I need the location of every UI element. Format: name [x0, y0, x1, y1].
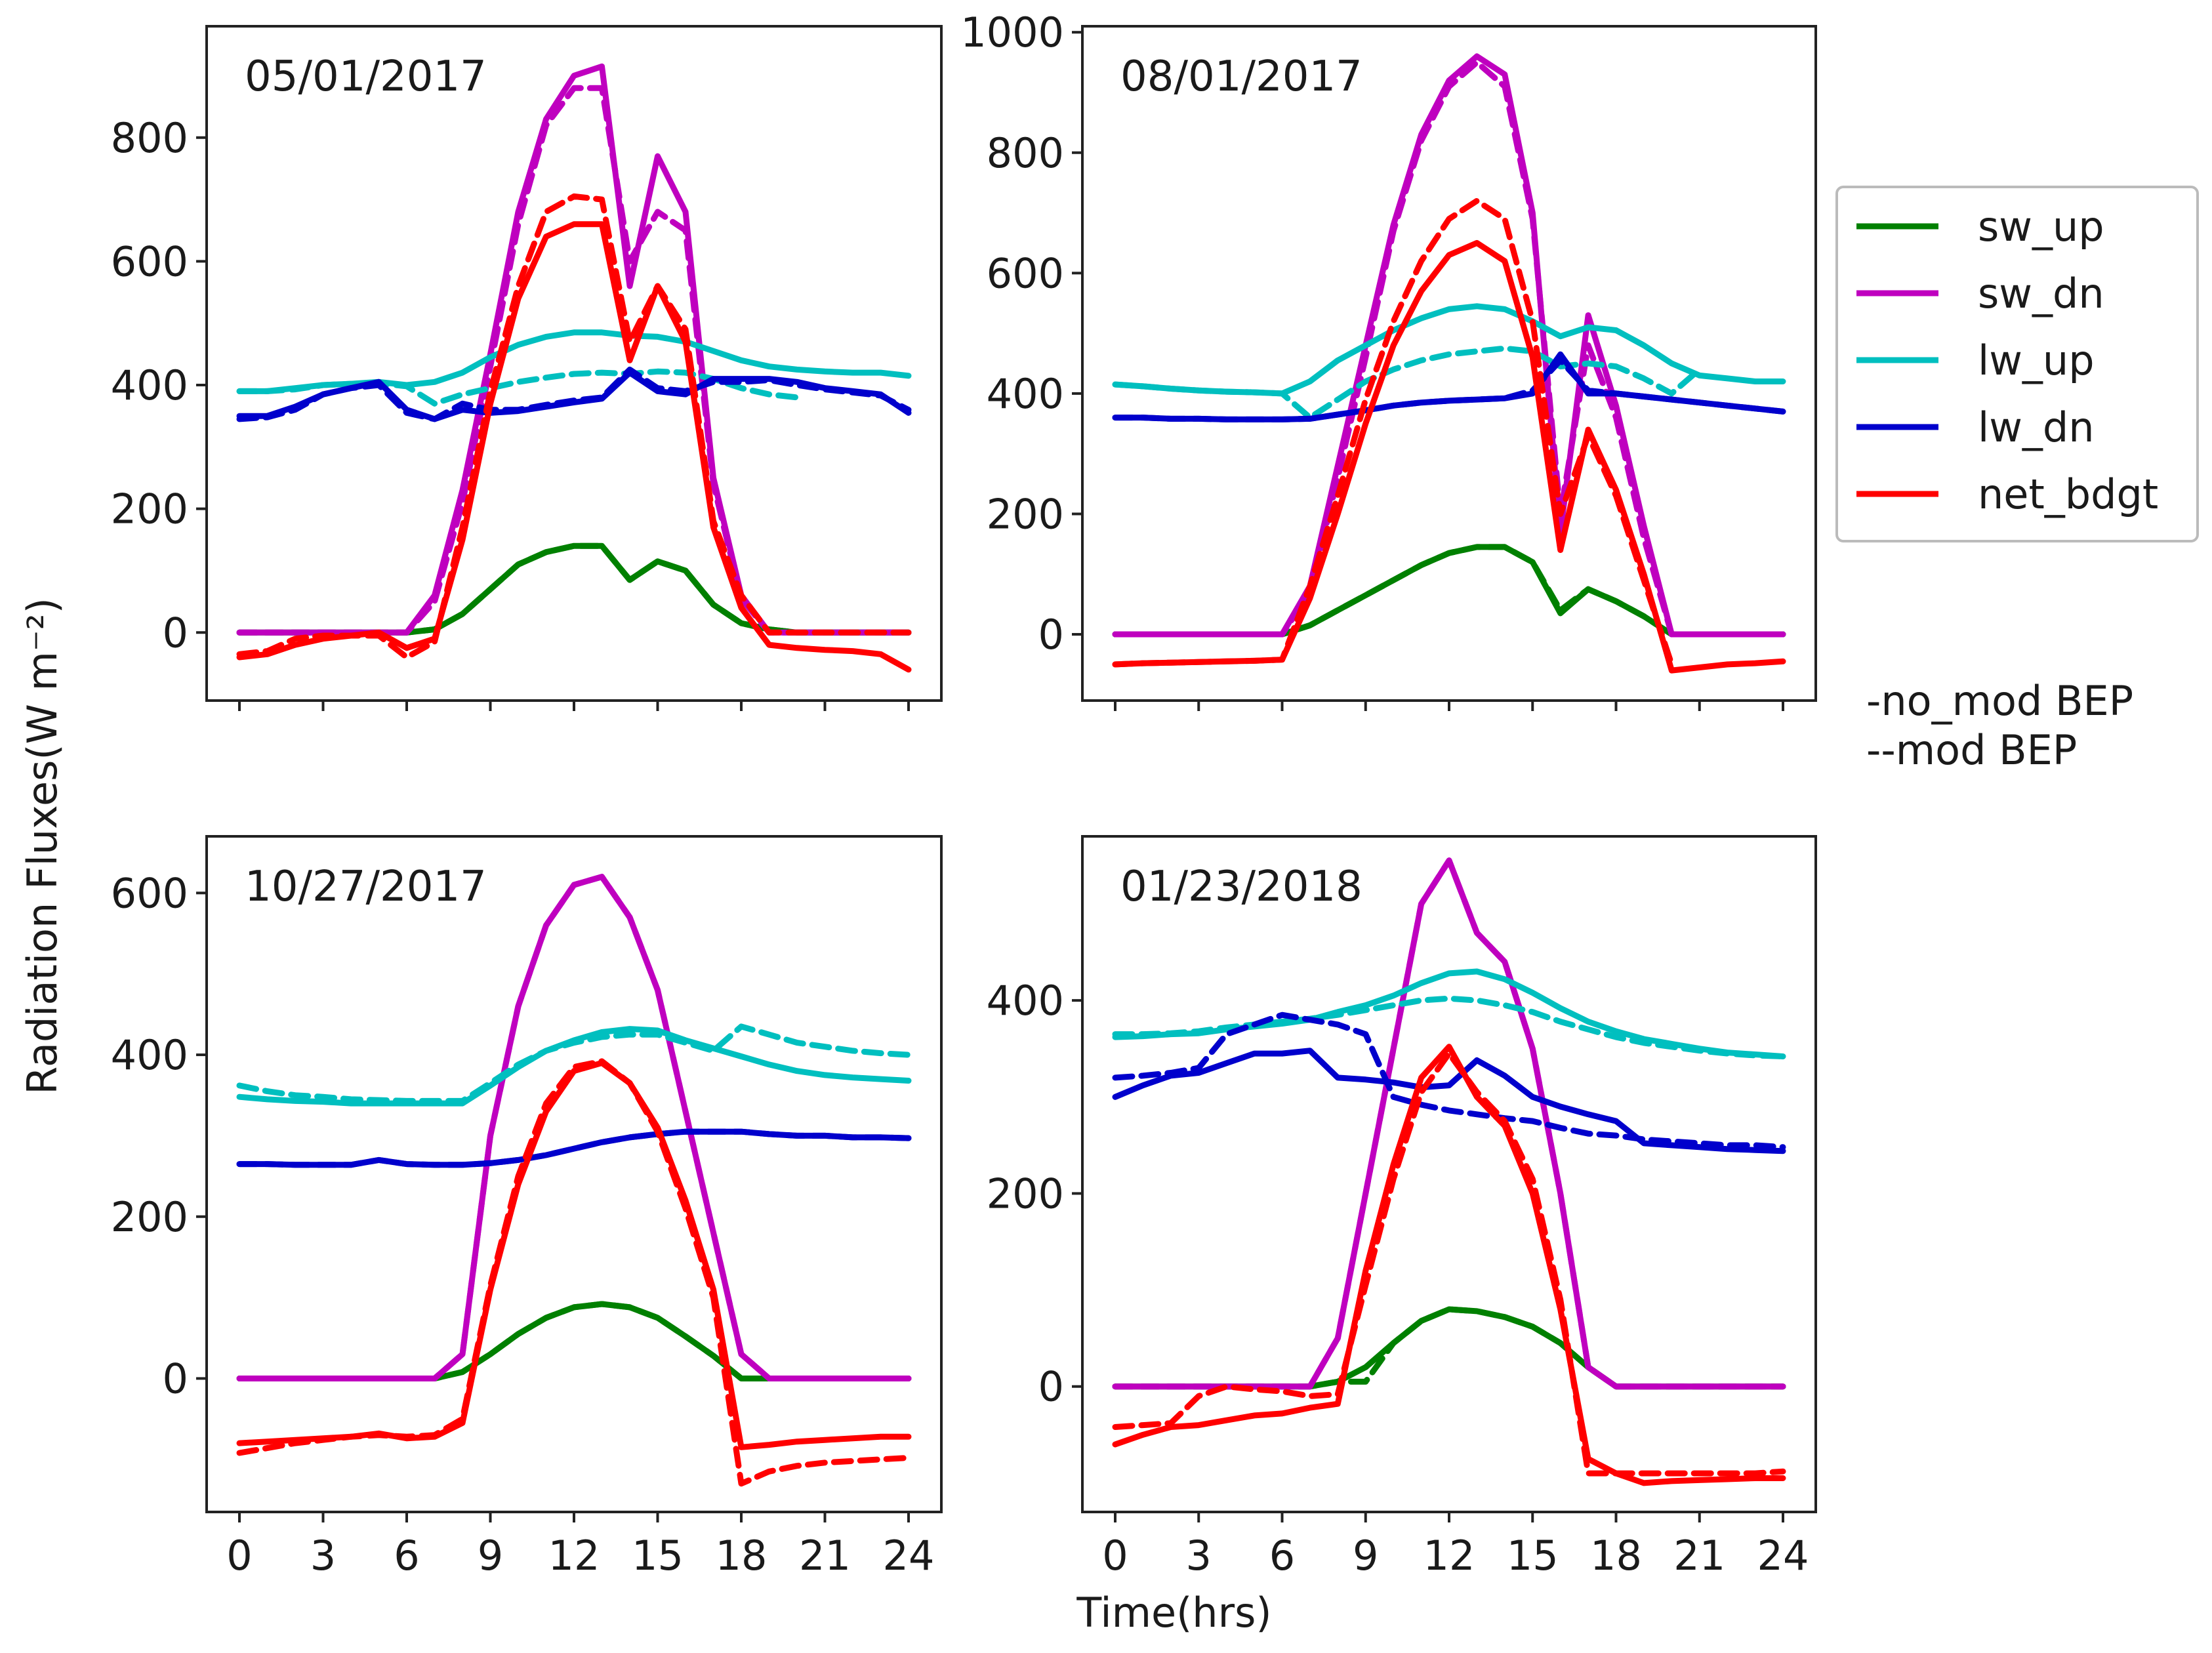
panels-group: 020040060080005/01/201702004006008001000… [111, 9, 1817, 1580]
y-tick-label: 600 [987, 249, 1064, 297]
series-lw-dn-solid [236, 369, 912, 422]
subplot-date-label: 08/01/2017 [1120, 52, 1362, 101]
y-tick-label: 0 [1038, 1363, 1064, 1411]
series-net-bdgt-dashed [1112, 197, 1675, 668]
series-lw-up-dashed [1112, 995, 1786, 1059]
y-tick-label: 0 [1038, 611, 1064, 659]
x-tick-label: 24 [1757, 1532, 1809, 1580]
series-sw-up-dashed [236, 542, 912, 636]
note-dashed-line: --mod BEP [1866, 726, 2077, 774]
series-sw-up-solid [1112, 544, 1786, 638]
series-net-bdgt-dashed [1112, 1050, 1786, 1477]
y-tick-label: 0 [163, 609, 188, 657]
y-tick-label: 400 [987, 370, 1064, 418]
y-tick-label: 1000 [960, 9, 1064, 56]
series-sw-up-dashed [1112, 544, 1786, 638]
x-tick-label: 3 [310, 1532, 336, 1580]
series-lw-up-dashed [1112, 345, 1703, 421]
series-sw-up-dashed [1112, 1306, 1786, 1390]
series-net-bdgt-dashed [236, 193, 912, 661]
series-sw-dn-dashed [236, 85, 912, 636]
legend: sw_up sw_dn lw_up lw_dn net_bdgt [1835, 186, 2199, 542]
series-lw-dn-dashed [236, 366, 912, 422]
series-group [236, 874, 912, 1487]
series-sw-up-solid [236, 1301, 912, 1381]
series-group [236, 63, 912, 673]
y-axis-label: Radiation Fluxes(W m⁻²) [18, 598, 66, 1095]
subplot-2: 0 200 400 600 800 1000 08/01/2017 [960, 9, 1817, 711]
note-solid-line: -no_mod BEP [1866, 677, 2133, 725]
x-tick-label: 9 [1353, 1532, 1378, 1580]
series-sw-up-solid [236, 542, 912, 636]
series-sw-up-dashed [236, 1301, 912, 1381]
legend-label-lw-dn: lw_dn [1978, 403, 2095, 451]
series-lw-up-dashed [236, 368, 800, 407]
series-net-bdgt-dashed [236, 1058, 912, 1487]
subplot-1: 0 200 400 600 800 05/01/2017 [111, 25, 943, 711]
x-tick-label: 18 [1590, 1532, 1642, 1580]
series-lw-dn-solid [1112, 1048, 1786, 1154]
x-axis-label: Time(hrs) [1076, 1589, 1271, 1637]
x-tick-label: 6 [1269, 1532, 1295, 1580]
series-sw-dn-solid [236, 874, 912, 1381]
x-tick-label: 21 [1673, 1532, 1725, 1580]
subplot-4: 0 200 400 0 3 6 9 12 15 18 21 24 01/23/2018 [987, 835, 1817, 1580]
y-tick-label: 0 [163, 1355, 188, 1402]
legend-label-sw-up: sw_up [1978, 203, 2104, 251]
y-tick-label: 600 [111, 869, 188, 917]
series-group [1112, 857, 1786, 1486]
series-group [1112, 53, 1786, 674]
series-net-bdgt-solid [1112, 1044, 1786, 1486]
plot-frame [1081, 835, 1817, 1513]
subplot-3: 0 200 400 600 0 3 6 9 12 15 18 21 24 10/27/2017 [111, 835, 943, 1580]
series-net-bdgt-solid [236, 1059, 912, 1450]
y-tick-label: 400 [111, 1031, 188, 1079]
x-tick-label: 15 [632, 1532, 684, 1580]
x-tick-label: 6 [394, 1532, 419, 1580]
y-tick-label: 800 [111, 114, 188, 162]
x-tick-label: 15 [1507, 1532, 1559, 1580]
plot-frame [1081, 25, 1817, 702]
y-tick-label: 600 [111, 237, 188, 285]
y-tick-label: 400 [987, 977, 1064, 1025]
series-lw-dn-dashed [1112, 357, 1786, 422]
series-net-bdgt-solid [236, 221, 912, 673]
series-sw-dn-dashed [236, 874, 912, 1381]
y-tick-label: 200 [111, 485, 188, 533]
plot-frame [205, 835, 943, 1513]
y-tick-label: 200 [111, 1193, 188, 1241]
legend-label-sw-dn: sw_dn [1978, 270, 2104, 317]
legend-label-net-bdgt: net_bdgt [1978, 470, 2158, 518]
x-tick-label: 3 [1186, 1532, 1212, 1580]
x-tick-label: 21 [799, 1532, 851, 1580]
plot-frame [205, 25, 943, 702]
x-tick-label: 12 [548, 1532, 600, 1580]
series-sw-dn-dashed [1112, 59, 1786, 638]
x-tick-label: 24 [883, 1532, 935, 1580]
subplot-date-label: 05/01/2017 [245, 52, 487, 101]
x-tick-label: 12 [1423, 1532, 1475, 1580]
series-sw-up-solid [1112, 1306, 1786, 1390]
y-tick-label: 400 [111, 361, 188, 409]
series-lw-dn-dashed [236, 1128, 912, 1168]
series-sw-dn-solid [1112, 53, 1786, 638]
y-tick-label: 200 [987, 1170, 1064, 1217]
subplot-date-label: 01/23/2018 [1120, 863, 1362, 911]
y-tick-label: 800 [987, 129, 1064, 177]
y-tick-label: 200 [987, 490, 1064, 538]
x-tick-label: 9 [478, 1532, 503, 1580]
x-tick-label: 0 [226, 1532, 252, 1580]
x-tick-label: 18 [716, 1532, 768, 1580]
legend-label-lw-up: lw_up [1978, 337, 2095, 384]
series-lw-dn-dashed [1112, 1011, 1786, 1151]
legend-box [1835, 186, 2199, 542]
x-tick-label: 0 [1102, 1532, 1128, 1580]
series-lw-up-dashed [236, 1023, 912, 1104]
series-lw-dn-solid [236, 1128, 912, 1168]
subplot-date-label: 10/27/2017 [245, 863, 487, 911]
